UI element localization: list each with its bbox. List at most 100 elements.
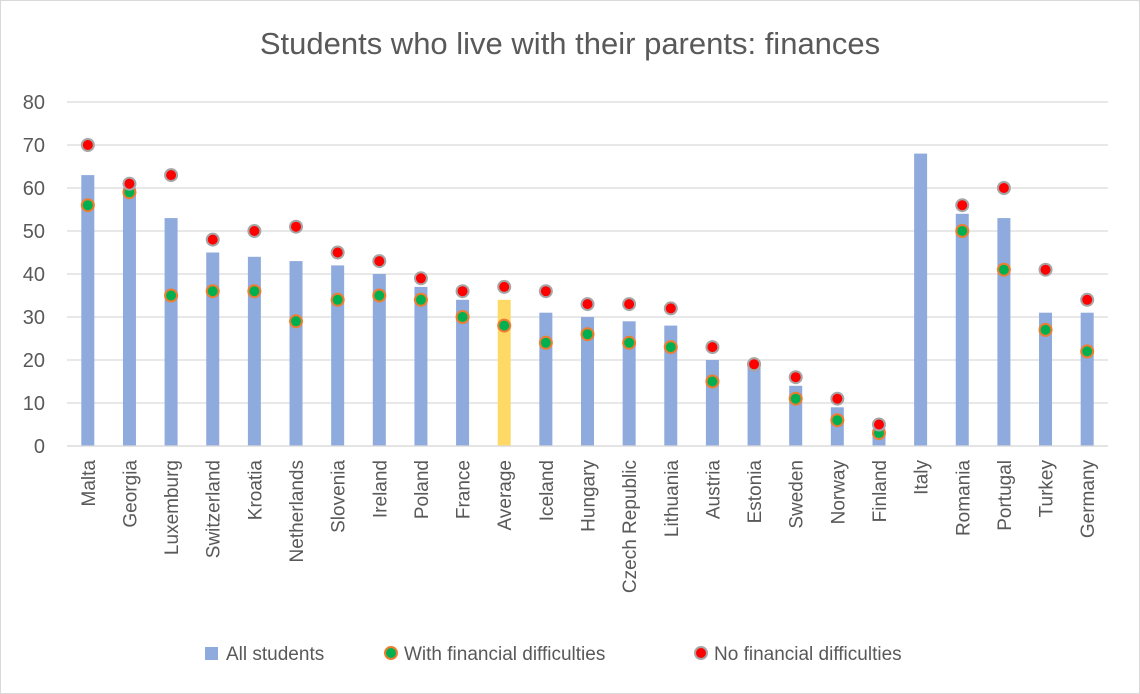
bar-luxemburg [164,218,178,446]
marker-no-difficulties [413,271,428,286]
bar-france [456,299,470,446]
marker-no-difficulties [247,224,262,238]
marker-with-difficulties [1038,322,1053,337]
marker-no-difficulties [289,219,304,234]
bar-austria [705,360,719,446]
marker-no-difficulties [871,417,886,432]
x-tick-label: Slovenia [329,460,350,533]
marker-no-difficulties [330,245,345,260]
x-tick-label: Georgia [120,460,141,528]
marker-no-difficulties [955,198,970,213]
x-tick-label: Estonia [745,460,766,524]
marker-no-difficulties [164,168,179,183]
y-tick-label: 0 [34,436,45,458]
marker-with-difficulties [996,262,1011,277]
marker-with-difficulties [788,391,803,406]
bar-czech-republic [622,321,636,446]
y-tick-label: 20 [23,350,45,372]
x-tick-label: Netherlands [287,460,308,562]
bar-netherlands [289,261,303,446]
bar-switzerland [206,252,220,446]
marker-with-difficulties [205,284,220,299]
marker-no-difficulties [80,138,95,152]
marker-with-difficulties [455,310,470,324]
x-tick-label: Sweden [787,460,808,529]
bar-georgia [122,188,136,446]
bar-estonia [747,364,761,446]
marker-with-difficulties [497,318,512,333]
marker-no-difficulties [788,370,803,385]
bar-romania [955,213,969,446]
bar-iceland [539,312,553,446]
x-tick-label: Italy [912,460,933,495]
bar-average [497,299,511,446]
bar-italy [914,153,928,446]
y-tick-label: 60 [23,178,45,200]
marker-with-difficulties [955,224,970,238]
x-tick-label: Romania [953,460,974,536]
marker-with-difficulties [705,374,720,389]
legend-label: All students [226,644,324,665]
marker-no-difficulties [580,297,595,312]
marker-no-difficulties [205,232,220,247]
x-tick-label: Kroatia [245,460,266,521]
x-tick-label: Iceland [537,460,558,521]
marker-with-difficulties [1080,344,1095,359]
x-tick-label: Czech Republic [620,460,641,593]
y-tick-label: 40 [23,264,45,286]
marker-with-difficulties [663,340,678,355]
y-tick-label: 10 [23,393,45,415]
chart-title: Students who live with their parents: fi… [259,26,881,61]
y-tick-label: 30 [23,307,45,329]
bar-hungary [581,317,594,446]
legend-label: With financial difficulties [404,644,605,665]
legend-swatch-all-students [205,647,218,660]
marker-no-difficulties [747,357,762,372]
y-tick-label: 80 [23,92,45,114]
bar-germany [1080,312,1094,446]
marker-with-difficulties [80,198,95,213]
y-tick-label: 70 [23,135,45,157]
bar-slovenia [331,265,345,446]
x-tick-label: Norway [828,460,849,525]
marker-no-difficulties [122,176,137,191]
x-tick-label: Hungary [579,460,600,532]
x-tick-label: Lithuania [662,460,683,538]
marker-no-difficulties [622,297,637,312]
marker-with-difficulties [247,284,262,299]
marker-no-difficulties [830,391,845,406]
x-tick-label: Turkey [1037,460,1058,518]
marker-with-difficulties [413,292,428,307]
marker-with-difficulties [289,314,304,329]
x-tick-label: Malta [79,460,100,507]
bar-malta [81,175,95,446]
legend-swatch-with-difficulties [384,646,398,660]
bar-kroatia [247,256,261,446]
marker-no-difficulties [455,284,470,299]
y-tick-label: 50 [23,221,45,243]
x-tick-label: France [454,460,475,519]
marker-with-difficulties [622,335,637,350]
legend-label: No financial difficulties [714,644,902,665]
bar-turkey [1039,312,1053,446]
bar-ireland [372,274,386,446]
marker-with-difficulties [830,413,845,428]
marker-with-difficulties [330,292,345,307]
x-tick-label: Average [495,460,516,530]
bar-lithuania [664,325,678,446]
marker-with-difficulties [164,288,179,303]
x-tick-label: Portugal [995,460,1016,531]
x-tick-label: Austria [703,460,724,520]
marker-no-difficulties [538,284,553,299]
marker-no-difficulties [1080,292,1095,307]
x-tick-label: Germany [1078,460,1099,539]
bar-portugal [997,218,1011,446]
marker-no-difficulties [663,301,678,316]
x-tick-label: Switzerland [204,460,225,558]
marker-with-difficulties [580,327,595,342]
x-tick-label: Luxemburg [162,460,183,555]
legend-swatch-no-difficulties [694,646,708,660]
x-tick-label: Finland [870,460,891,522]
marker-no-difficulties [372,254,387,269]
